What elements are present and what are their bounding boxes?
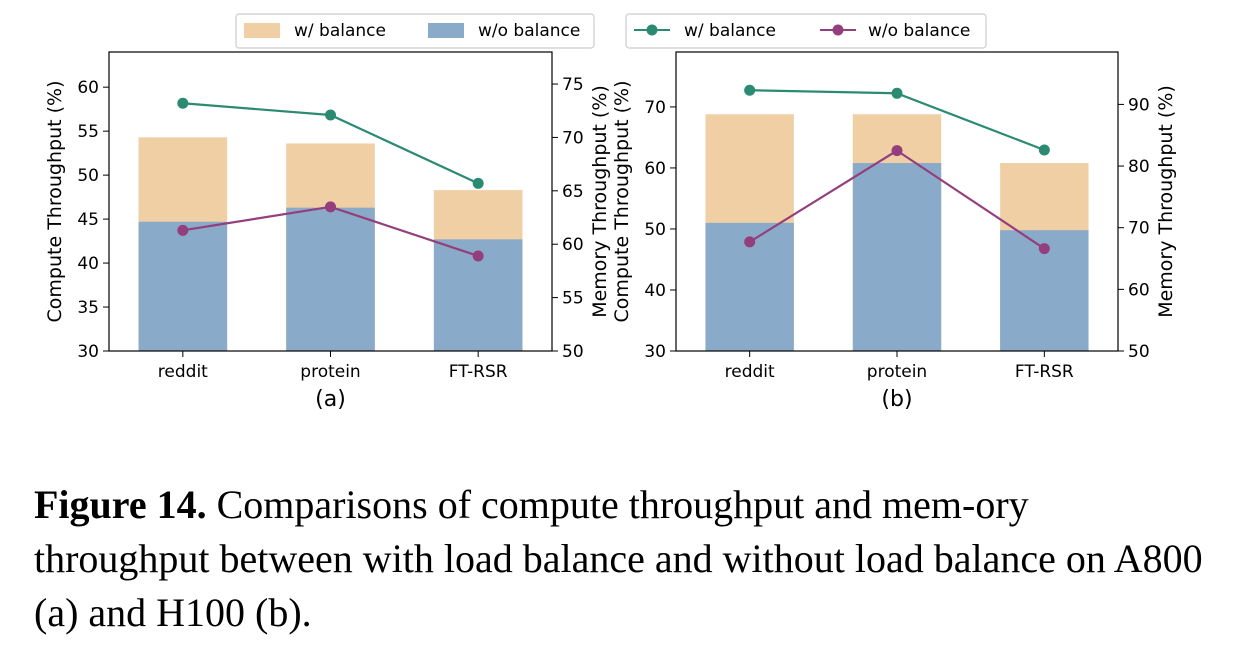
caption-label: Figure 14. [34,482,207,527]
left-tick-label: 50 [644,220,666,240]
line-legend-marker-without-balance [832,24,844,36]
bar-legend-swatch-with-balance [244,23,280,38]
chart-a: 30 35 40 45 50 55 60 50 55 60 65 70 75 reddit protein F… [44,51,611,412]
right-tick-label: 50 [1128,342,1150,362]
left-tick-label: 60 [644,159,666,179]
point-with-balance-protein [891,87,903,99]
x-tick-label-ft-rsr: FT-RSR [449,362,508,382]
line-legend-label-with-balance: w/ balance [684,21,776,41]
left-tick-label: 40 [644,281,666,301]
bar-legend: w/ balance w/o balance [235,13,595,49]
point-without-balance-reddit [744,236,756,248]
right-tick-label: 60 [1128,280,1150,300]
right-tick-label: 75 [562,75,584,95]
point-without-balance-reddit [177,224,189,236]
x-tick-label-reddit: reddit [725,362,775,382]
figure-14-chart: w/ balance w/o balance w/ balance w/o ba… [44,13,1177,412]
left-tick-label: 55 [77,122,99,142]
subplot-label: (a) [315,387,346,412]
chart-b: 30 40 50 60 70 50 60 70 80 90 reddit protein FT-RSR C… [611,51,1177,412]
line-legend: w/ balance w/o balance [625,13,987,49]
left-tick-label: 50 [77,166,99,186]
left-tick-label: 70 [644,98,666,118]
x-tick-label-protein: protein [300,362,360,382]
right-tick-label: 65 [562,182,584,202]
left-tick-label: 35 [77,298,99,318]
subplot-label: (b) [881,387,912,412]
x-tick-label-reddit: reddit [158,362,208,382]
left-tick-label: 40 [77,254,99,274]
point-with-balance-protein [325,109,336,121]
point-without-balance-ft-rsr [1038,243,1050,255]
point-without-balance-protein [325,201,336,213]
point-with-balance-ft-rsr [472,177,484,189]
right-tick-label: 60 [562,235,584,255]
right-tick-label: 70 [562,128,584,148]
bar-legend-label-without-balance: w/o balance [478,21,580,41]
right-tick-label: 50 [562,342,584,362]
caption-text: Comparisons of compute throughput and me… [34,482,1203,635]
left-tick-label: 60 [77,78,99,98]
x-tick-label-protein: protein [867,362,927,382]
bar-without-balance-reddit [138,221,228,351]
left-tick-label: 45 [77,210,99,230]
bar-without-balance-protein [852,163,942,351]
bar-without-balance-protein [286,207,375,351]
right-tick-label: 55 [562,289,584,309]
y-axis-label-left: Compute Throughput (%) [44,81,66,323]
right-tick-label: 90 [1128,95,1150,115]
bar-legend-swatch-without-balance [428,23,464,38]
figure-caption: Figure 14. Comparisons of compute throug… [34,478,1214,640]
right-tick-label: 80 [1128,157,1150,177]
bar-legend-frame [235,13,595,49]
point-without-balance-protein [891,145,903,157]
right-tick-label: 70 [1128,219,1150,239]
y-axis-label-left: Compute Throughput (%) [611,81,633,323]
x-tick-label-ft-rsr: FT-RSR [1015,362,1074,382]
y-axis-label-right: Memory Throughput (%) [589,85,611,318]
point-without-balance-ft-rsr [472,250,484,262]
point-with-balance-reddit [744,84,756,96]
bar-legend-label-with-balance: w/ balance [294,21,386,41]
y-axis-label-right: Memory Throughput (%) [1155,85,1177,318]
left-tick-label: 30 [644,342,666,362]
point-with-balance-ft-rsr [1038,144,1050,156]
left-tick-label: 30 [77,342,99,362]
line-legend-marker-with-balance [646,24,658,36]
line-legend-label-without-balance: w/o balance [868,21,970,41]
line-legend-frame [625,13,987,49]
point-with-balance-reddit [177,97,189,109]
